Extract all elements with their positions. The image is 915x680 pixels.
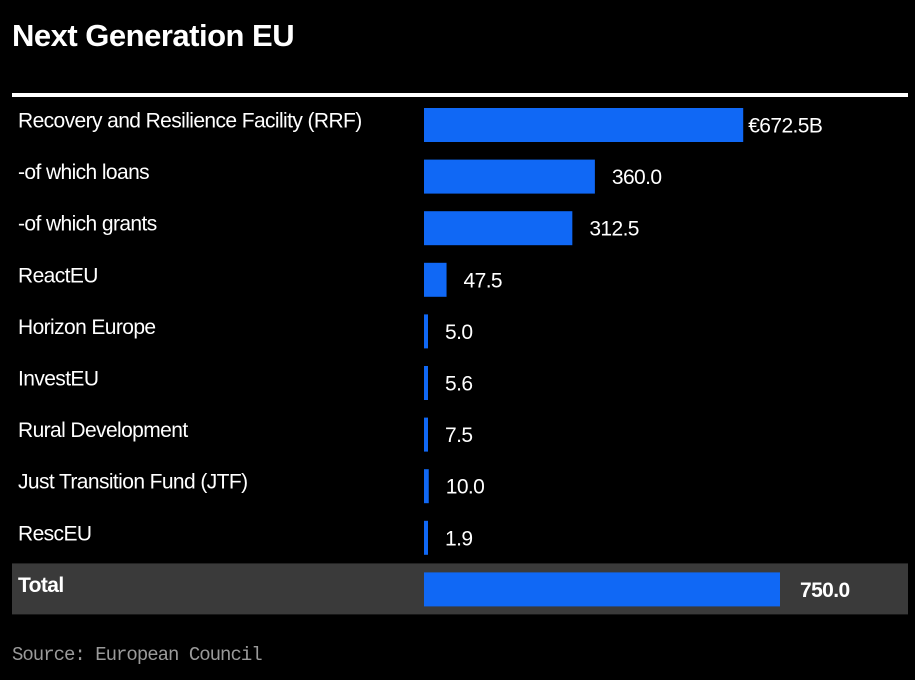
value-label: €672.5B (748, 115, 822, 138)
category-label: InvestEU (18, 368, 98, 391)
value-label: 750.0 (800, 579, 850, 602)
category-label: -of which loans (18, 161, 149, 184)
bar (424, 520, 428, 555)
bar (424, 262, 447, 297)
bar (424, 366, 428, 400)
category-label: Rural Development (18, 419, 188, 442)
category-label: -of which grants (18, 213, 157, 236)
bar (424, 417, 428, 452)
bar (424, 572, 780, 607)
value-label: 5.0 (445, 321, 472, 344)
bar (424, 159, 595, 194)
bar (424, 469, 429, 504)
source: Source: European Council (12, 644, 262, 666)
category-label: Recovery and Resilience Facility (RRF) (18, 110, 362, 133)
bar (424, 314, 428, 349)
title-rule (12, 93, 908, 97)
value-label: 312.5 (589, 218, 639, 241)
value-label: 10.0 (446, 476, 484, 499)
category-label: ReactEU (18, 264, 98, 287)
category-label: Just Transition Fund (JTF) (18, 471, 247, 494)
category-label: RescEU (18, 522, 91, 545)
value-label: 47.5 (464, 269, 502, 292)
category-label: Total (18, 574, 64, 597)
value-label: 360.0 (612, 166, 662, 189)
value-label: 5.6 (445, 373, 472, 396)
value-label: 7.5 (445, 424, 472, 447)
chart-title: Next Generation EU (12, 18, 294, 53)
category-label: Horizon Europe (18, 316, 156, 339)
bar (424, 108, 744, 142)
bar (424, 211, 573, 246)
value-label: 1.9 (445, 527, 472, 550)
